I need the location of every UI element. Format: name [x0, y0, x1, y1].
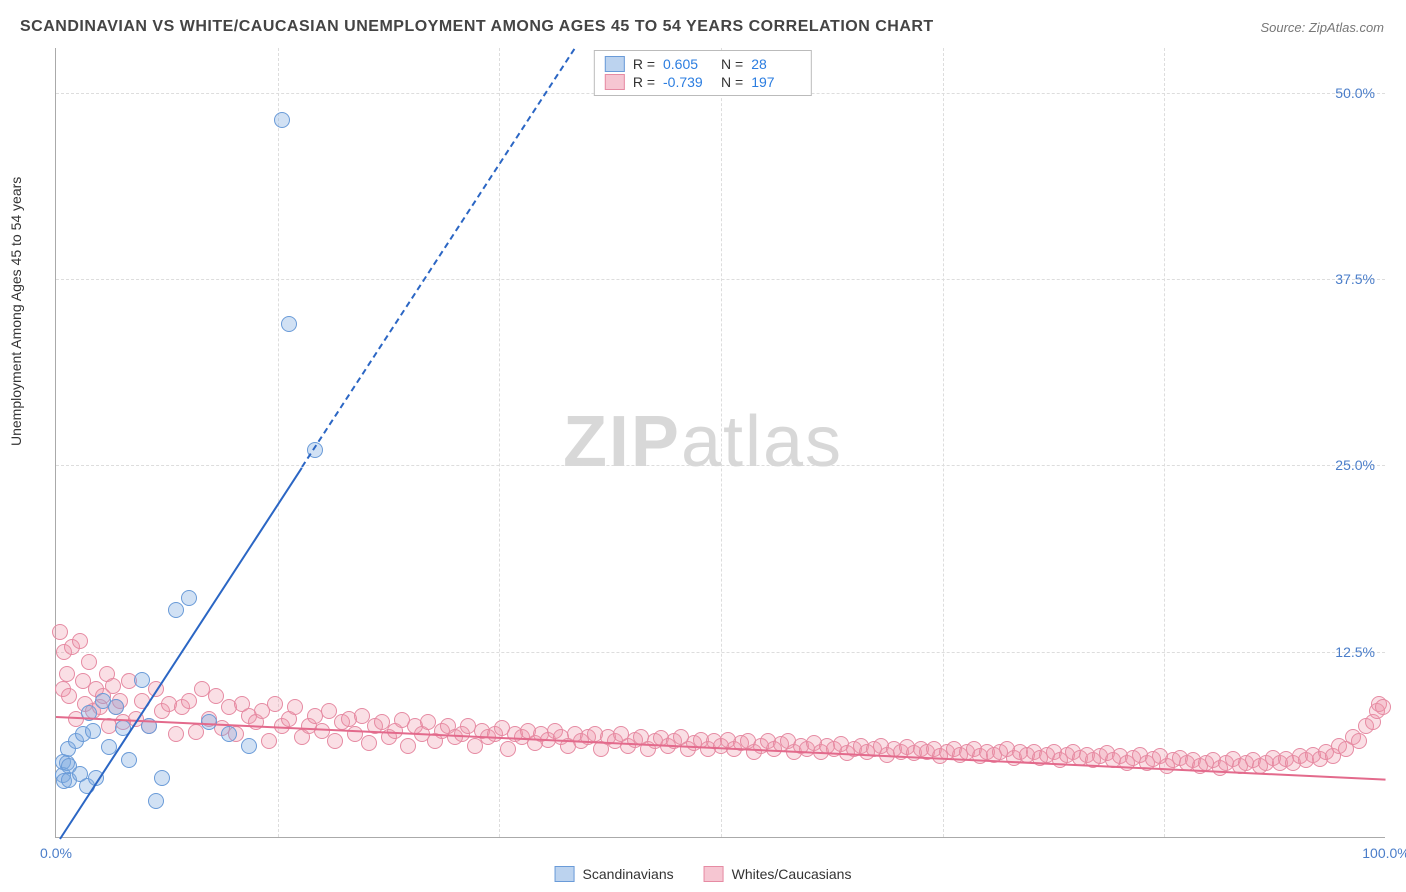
- stat-r-value: 0.605: [663, 56, 713, 72]
- data-point: [400, 738, 416, 754]
- stat-r-value: -0.739: [663, 74, 713, 90]
- data-point: [121, 752, 137, 768]
- trend-line: [301, 48, 575, 468]
- stat-n-label: N =: [721, 74, 743, 90]
- data-point: [81, 654, 97, 670]
- legend-swatch: [704, 866, 724, 882]
- data-point: [221, 726, 237, 742]
- y-tick-label: 12.5%: [1335, 644, 1375, 660]
- data-point: [261, 733, 277, 749]
- data-point: [287, 699, 303, 715]
- data-point: [1375, 699, 1391, 715]
- stat-row: R = 0.605 N = 28: [605, 55, 801, 73]
- y-axis-label: Unemployment Among Ages 45 to 54 years: [8, 177, 24, 446]
- legend: Scandinavians Whites/Caucasians: [555, 866, 852, 882]
- data-point: [61, 688, 77, 704]
- data-point: [181, 590, 197, 606]
- legend-label: Whites/Caucasians: [732, 866, 852, 882]
- legend-item: Scandinavians: [555, 866, 674, 882]
- gridline-v: [721, 48, 722, 837]
- data-point: [274, 112, 290, 128]
- series-swatch: [605, 56, 625, 72]
- data-point: [500, 741, 516, 757]
- y-tick-label: 50.0%: [1335, 85, 1375, 101]
- data-point: [241, 738, 257, 754]
- data-point: [1351, 733, 1367, 749]
- stat-n-value: 28: [751, 56, 801, 72]
- y-tick-label: 25.0%: [1335, 457, 1375, 473]
- x-tick-label: 100.0%: [1362, 845, 1406, 861]
- chart-title: SCANDINAVIAN VS WHITE/CAUCASIAN UNEMPLOY…: [20, 18, 934, 36]
- stat-r-label: R =: [633, 74, 655, 90]
- stat-row: R = -0.739 N = 197: [605, 73, 801, 91]
- data-point: [85, 723, 101, 739]
- data-point: [59, 666, 75, 682]
- correlation-stats-box: R = 0.605 N = 28 R = -0.739 N = 197: [594, 50, 812, 96]
- data-point: [201, 714, 217, 730]
- y-tick-label: 37.5%: [1335, 271, 1375, 287]
- gridline-v: [499, 48, 500, 837]
- source-attribution: Source: ZipAtlas.com: [1260, 20, 1384, 35]
- data-point: [72, 633, 88, 649]
- legend-item: Whites/Caucasians: [704, 866, 852, 882]
- legend-swatch: [555, 866, 575, 882]
- legend-label: Scandinavians: [583, 866, 674, 882]
- data-point: [134, 672, 150, 688]
- data-point: [168, 726, 184, 742]
- series-swatch: [605, 74, 625, 90]
- gridline-v: [1164, 48, 1165, 837]
- data-point: [281, 316, 297, 332]
- data-point: [105, 678, 121, 694]
- data-point: [267, 696, 283, 712]
- x-tick-label: 0.0%: [40, 845, 72, 861]
- stat-n-value: 197: [751, 74, 801, 90]
- data-point: [148, 793, 164, 809]
- data-point: [52, 624, 68, 640]
- stat-n-label: N =: [721, 56, 743, 72]
- trend-line: [59, 467, 303, 840]
- gridline-v: [943, 48, 944, 837]
- data-point: [188, 724, 204, 740]
- data-point: [327, 733, 343, 749]
- data-point: [154, 770, 170, 786]
- data-point: [168, 602, 184, 618]
- data-point: [361, 735, 377, 751]
- data-point: [108, 699, 124, 715]
- plot-area: 12.5%25.0%37.5%50.0%0.0%100.0%: [55, 48, 1385, 838]
- data-point: [181, 693, 197, 709]
- stat-r-label: R =: [633, 56, 655, 72]
